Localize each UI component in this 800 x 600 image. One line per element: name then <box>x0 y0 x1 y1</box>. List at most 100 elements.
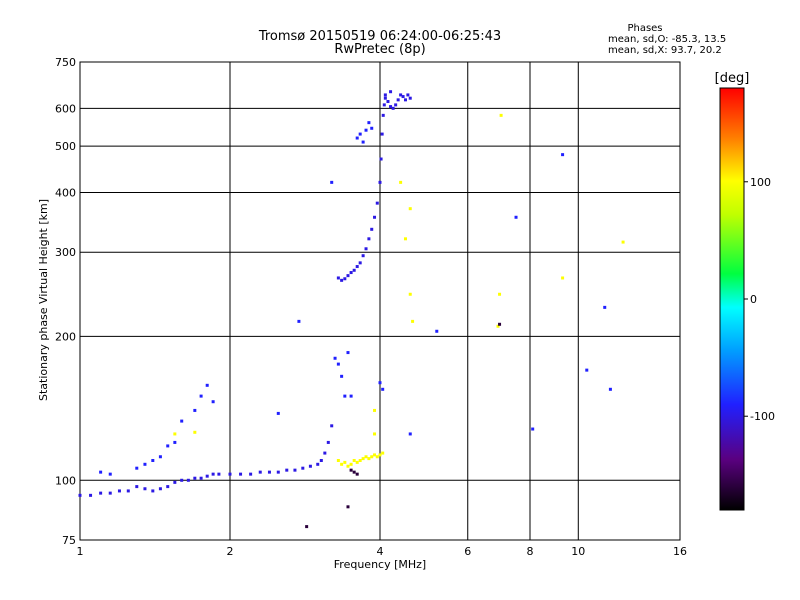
data-point <box>408 432 412 436</box>
y-tick-label: 100 <box>55 474 76 487</box>
data-point <box>346 274 350 278</box>
data-point <box>403 98 407 102</box>
data-point <box>193 476 197 480</box>
y-tick-label: 400 <box>55 186 76 199</box>
data-point <box>382 103 386 107</box>
data-point <box>276 470 280 474</box>
data-point <box>249 472 253 476</box>
data-point <box>361 457 365 461</box>
data-point <box>151 489 155 493</box>
data-point <box>381 387 385 391</box>
data-point <box>383 93 387 97</box>
data-point <box>78 493 82 497</box>
x-tick-label: 10 <box>571 545 585 558</box>
x-tick-label: 6 <box>464 545 471 558</box>
data-point <box>158 487 162 491</box>
y-tick-label: 750 <box>55 56 76 69</box>
data-point <box>293 468 297 472</box>
data-point <box>330 180 334 184</box>
data-point <box>336 458 340 462</box>
data-point <box>340 278 344 282</box>
data-point <box>285 468 289 472</box>
data-point <box>308 464 312 468</box>
data-point <box>205 383 209 387</box>
data-point <box>326 440 330 444</box>
data-point <box>367 237 371 241</box>
data-point <box>389 105 393 109</box>
y-tick-label: 75 <box>62 534 76 547</box>
data-point <box>340 462 344 466</box>
data-point <box>349 468 353 472</box>
data-point <box>211 472 215 476</box>
data-point <box>378 381 382 385</box>
data-point <box>621 240 625 244</box>
data-point <box>406 93 410 97</box>
data-point <box>378 453 382 457</box>
data-point <box>355 265 359 269</box>
data-points <box>78 90 625 529</box>
stats-line-x: mean, sd,X: 93.7, 20.2 <box>608 45 722 56</box>
data-point <box>89 493 93 497</box>
data-point <box>355 136 359 140</box>
data-point <box>380 132 384 136</box>
data-point <box>199 476 203 480</box>
data-point <box>193 430 197 434</box>
data-point <box>349 271 353 275</box>
data-point <box>166 444 170 448</box>
data-point <box>358 132 362 136</box>
data-point <box>498 322 502 326</box>
data-point <box>316 462 320 466</box>
data-point <box>408 96 412 100</box>
data-point <box>239 472 243 476</box>
data-point <box>135 466 139 470</box>
x-tick-label: 16 <box>673 545 687 558</box>
data-point <box>498 292 502 296</box>
data-point <box>352 268 356 272</box>
data-point <box>375 455 379 459</box>
data-point <box>561 153 565 157</box>
colorbar <box>719 87 745 511</box>
data-point <box>276 411 280 415</box>
chart-subtitle: RwPretec (8p) <box>334 42 425 57</box>
data-point <box>608 387 612 391</box>
data-point <box>367 457 371 461</box>
data-point <box>408 292 412 296</box>
data-point <box>391 106 395 110</box>
data-point <box>346 464 350 468</box>
grid-lines <box>80 62 680 540</box>
data-point <box>378 180 382 184</box>
data-point <box>373 432 377 436</box>
data-point <box>333 356 337 360</box>
data-point <box>561 276 565 280</box>
y-tick-label: 500 <box>55 140 76 153</box>
data-point <box>381 113 385 117</box>
data-point <box>343 460 347 464</box>
y-tick-label: 600 <box>55 102 76 115</box>
data-point <box>499 113 503 117</box>
stats-line-o: mean, sd,O: -85.3, 13.5 <box>608 34 726 45</box>
data-point <box>379 157 383 161</box>
data-point <box>408 207 412 211</box>
x-axis-label: Frequency [MHz] <box>334 558 426 571</box>
data-point <box>352 470 356 474</box>
x-tick-label: 2 <box>227 545 234 558</box>
data-point <box>193 408 197 412</box>
data-point <box>349 394 353 398</box>
data-point <box>399 93 403 97</box>
data-point <box>396 98 400 102</box>
data-point <box>358 261 362 265</box>
x-tick-label: 1 <box>77 545 84 558</box>
y-axis-label: Stationary phase Virtual Height [km] <box>37 199 50 401</box>
data-point <box>514 215 518 219</box>
data-point <box>258 470 262 474</box>
data-point <box>383 96 387 100</box>
data-point <box>199 394 203 398</box>
data-point <box>143 487 147 491</box>
data-point <box>108 491 112 495</box>
data-point <box>323 451 327 455</box>
colorbar-tick-label: 0 <box>750 293 757 306</box>
data-point <box>603 305 607 309</box>
colorbar-label: [deg] <box>715 71 750 86</box>
data-point <box>173 432 177 436</box>
data-point <box>117 489 121 493</box>
